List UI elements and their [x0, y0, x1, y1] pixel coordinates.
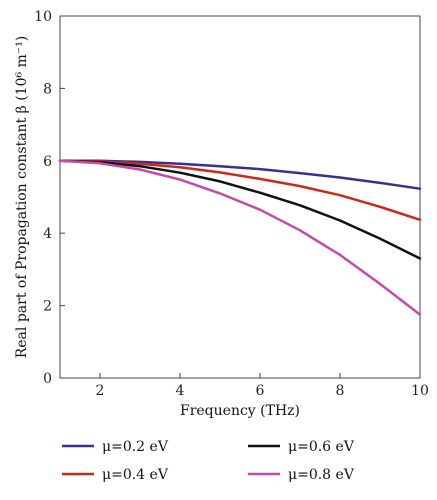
y-tick-label: 2	[43, 299, 52, 315]
x-tick-label: 6	[256, 383, 265, 399]
y-axis-label: Real part of Propagation constant β (10⁶…	[14, 36, 30, 359]
series-lines	[58, 159, 422, 316]
series-line-2	[58, 159, 422, 222]
y-tick-label: 4	[43, 226, 52, 242]
y-tick-label: 10	[34, 9, 52, 25]
series-line-4	[58, 159, 422, 316]
x-tick-label: 8	[336, 383, 345, 399]
legend-label: μ=0.4 eV	[102, 467, 169, 483]
legend-label: μ=0.8 eV	[288, 467, 355, 483]
y-tick-label: 6	[43, 154, 52, 170]
legend-label: μ=0.2 eV	[102, 439, 169, 455]
plot-frame	[59, 15, 421, 379]
series-line-3	[58, 159, 422, 260]
legend-label: μ=0.6 eV	[288, 439, 355, 455]
y-tick-label: 8	[43, 81, 52, 97]
x-tick-label: 4	[176, 383, 185, 399]
x-tick-label: 2	[96, 383, 105, 399]
y-tick-label: 0	[43, 371, 52, 387]
legend: μ=0.2 eV μ=0.6 eV μ=0.4 eV μ=0.8 eV	[62, 439, 355, 483]
x-axis-label: Frequency (THz)	[180, 403, 300, 419]
x-tick-label: 10	[411, 383, 429, 399]
